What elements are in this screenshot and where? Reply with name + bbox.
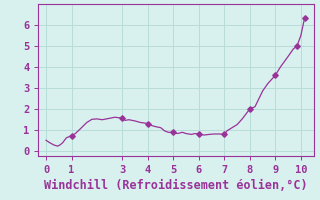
X-axis label: Windchill (Refroidissement éolien,°C): Windchill (Refroidissement éolien,°C) xyxy=(44,179,308,192)
